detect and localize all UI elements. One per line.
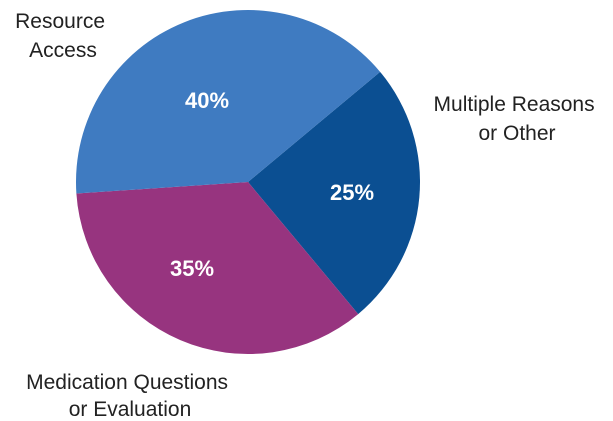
slice-medication-questions [76, 182, 359, 355]
pie-slices [75, 9, 421, 355]
category-label-line: Access [29, 39, 97, 62]
percent-labels: 40% 25% 35% [170, 88, 374, 281]
category-label-multiple-reasons: Multiple Reasons or Other [434, 93, 601, 145]
slice-value-label-resource-access: 40% [185, 88, 229, 113]
category-label-line: or Other [478, 122, 555, 145]
category-label-line: Medication Questions [26, 371, 228, 394]
category-label-resource-access: Resource Access [15, 10, 111, 62]
slice-value-label-medication-questions: 35% [170, 256, 214, 281]
slice-resource-access [75, 9, 381, 194]
category-label-line: Resource [15, 10, 105, 33]
category-label-line: or Evaluation [69, 398, 192, 421]
category-label-line: Multiple Reasons [434, 93, 595, 116]
slice-multiple-reasons [248, 71, 421, 315]
slice-value-label-multiple-reasons: 25% [330, 180, 374, 205]
category-label-medication-questions: Medication Questions or Evaluation [26, 371, 234, 421]
category-labels: Resource Access Multiple Reasons or Othe… [15, 10, 601, 421]
